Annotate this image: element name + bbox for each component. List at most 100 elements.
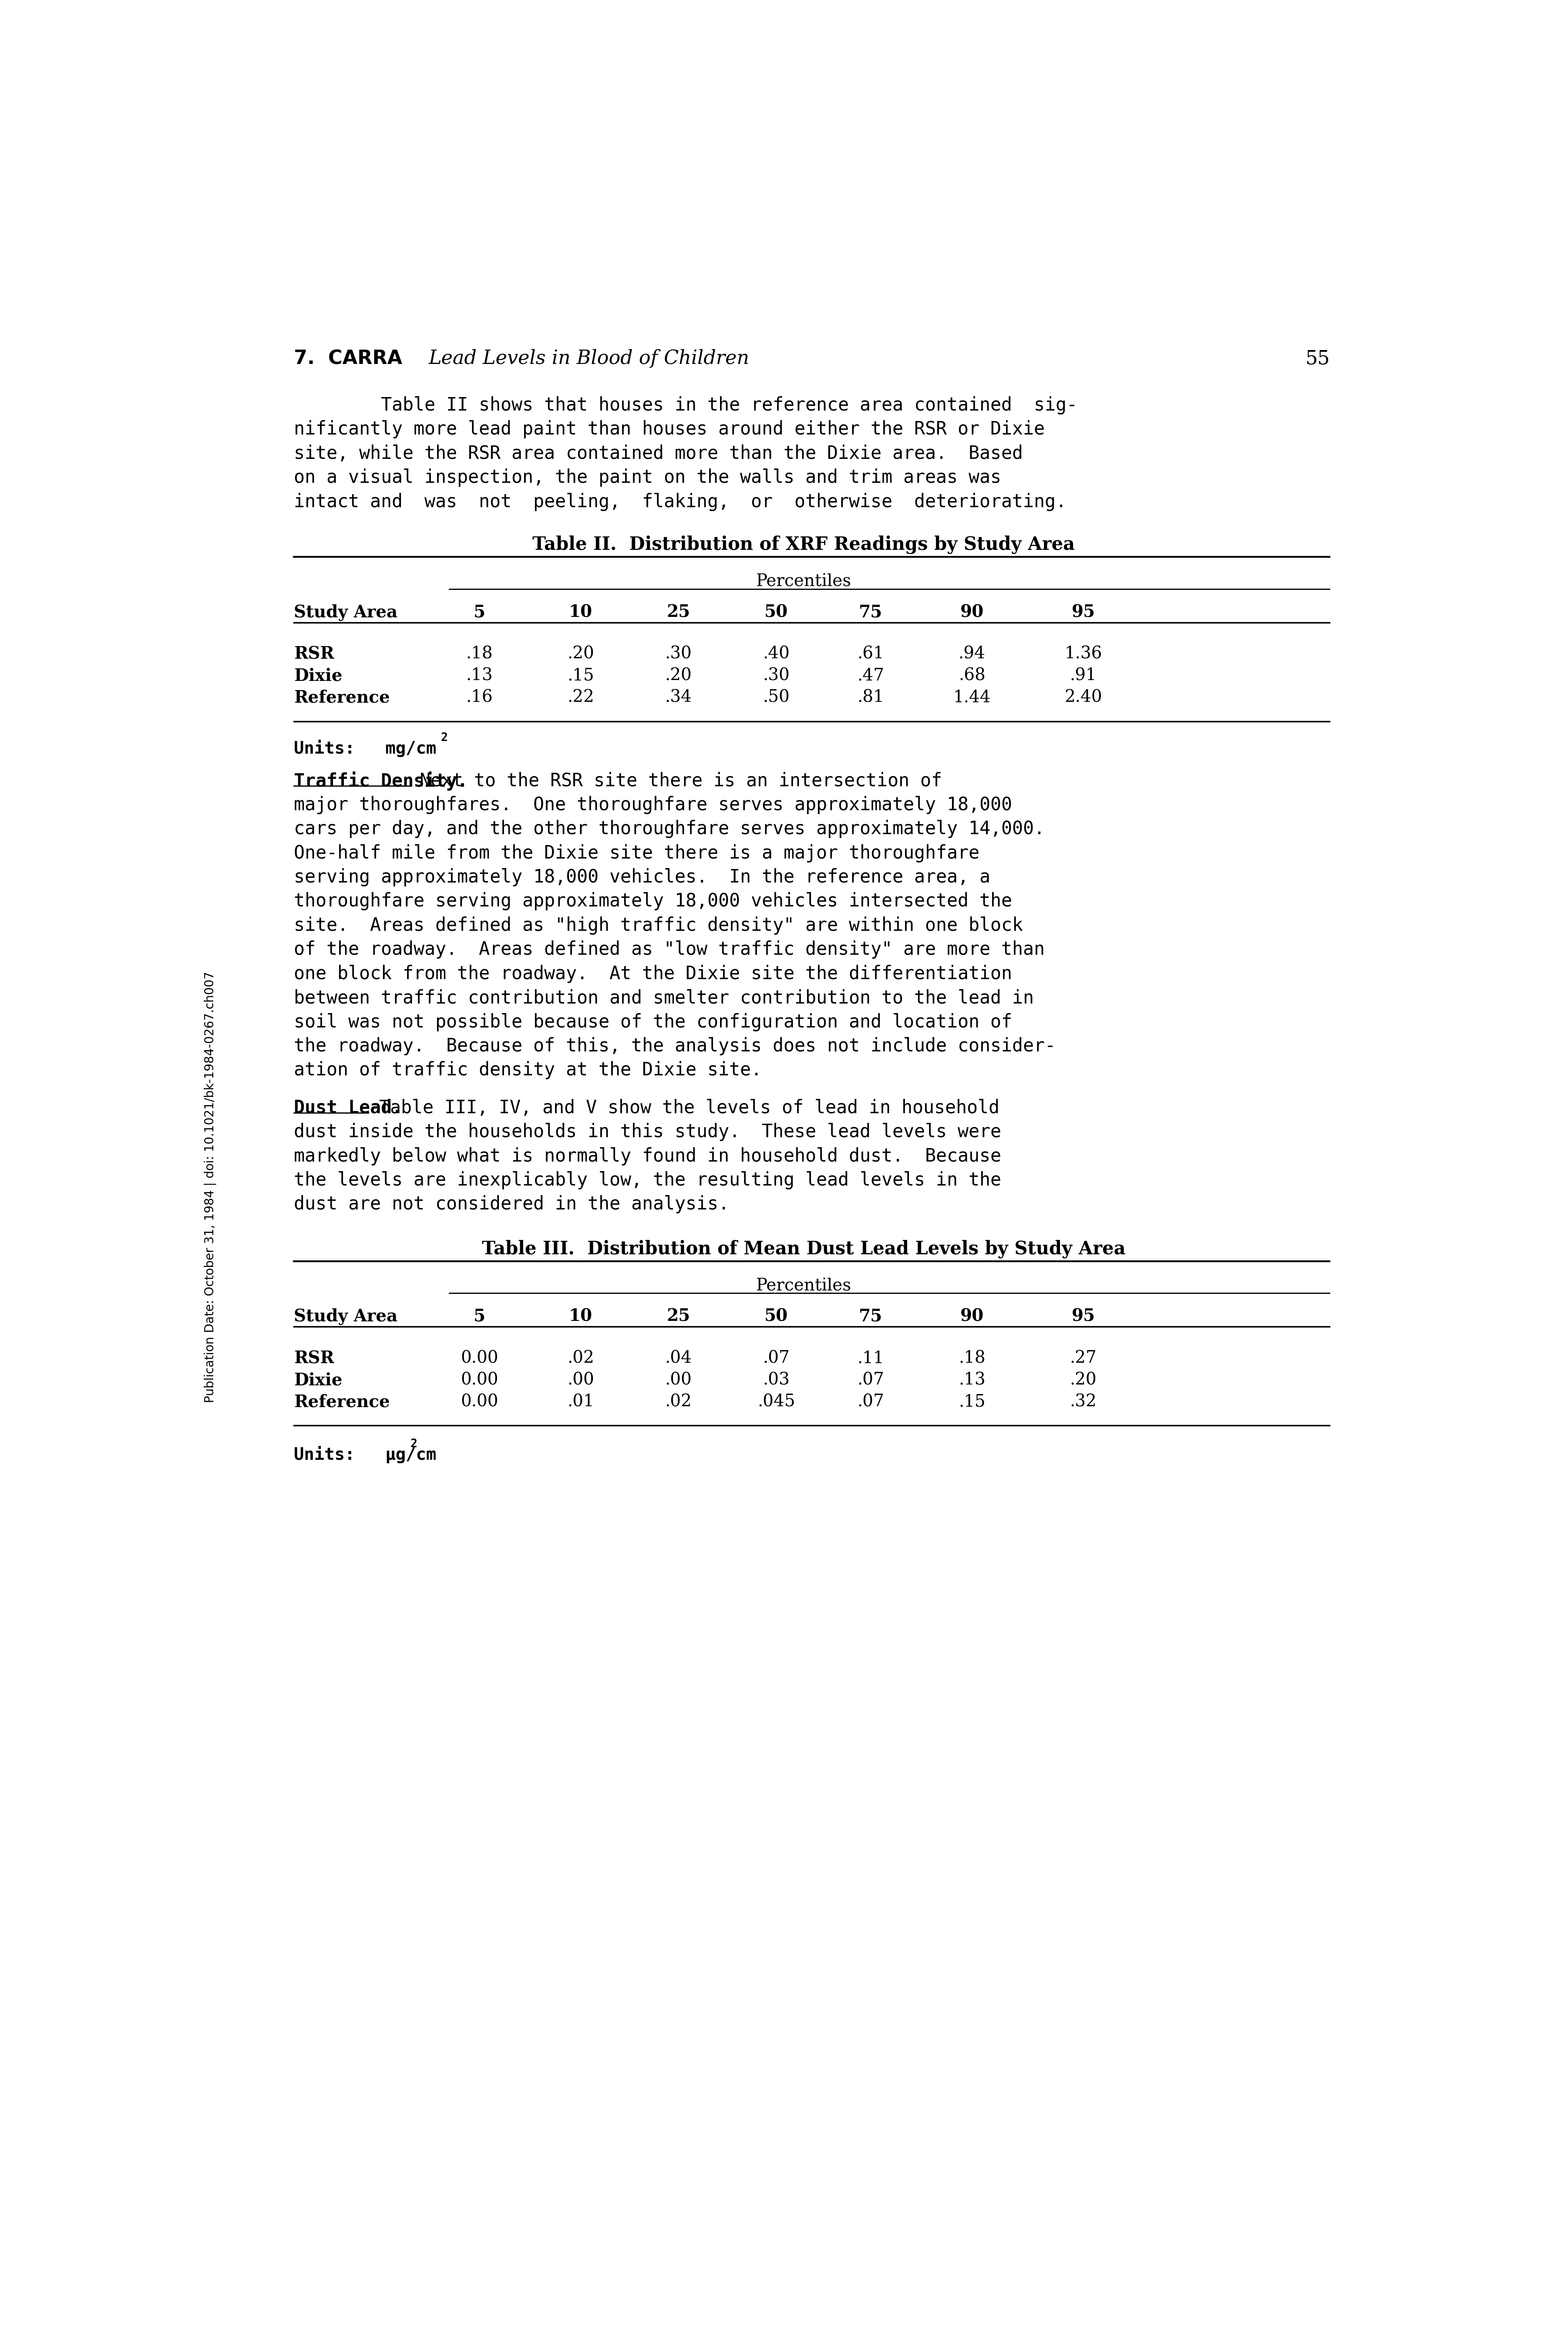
Text: .22: .22	[568, 689, 594, 705]
Text: Table II.  Distribution of XRF Readings by Study Area: Table II. Distribution of XRF Readings b…	[533, 536, 1074, 555]
Text: 10: 10	[569, 1307, 593, 1326]
Text: Units:   μg/cm: Units: μg/cm	[293, 1446, 436, 1462]
Text: intact and  was  not  peeling,  flaking,  or  otherwise  deteriorating.: intact and was not peeling, flaking, or …	[293, 494, 1066, 510]
Text: major thoroughfares.  One thoroughfare serves approximately 18,000: major thoroughfares. One thoroughfare se…	[293, 795, 1011, 813]
Text: .04: .04	[665, 1349, 691, 1366]
Text: Table III.  Distribution of Mean Dust Lead Levels by Study Area: Table III. Distribution of Mean Dust Lea…	[481, 1239, 1126, 1258]
Text: site.  Areas defined as "high traffic density" are within one block: site. Areas defined as "high traffic den…	[293, 917, 1022, 936]
Text: ation of traffic density at the Dixie site.: ation of traffic density at the Dixie si…	[293, 1060, 762, 1079]
Text: .00: .00	[665, 1373, 691, 1387]
Text: 95: 95	[1071, 604, 1094, 621]
Text: thoroughfare serving approximately 18,000 vehicles intersected the: thoroughfare serving approximately 18,00…	[293, 893, 1011, 910]
Text: Percentiles: Percentiles	[756, 1279, 851, 1293]
Text: .07: .07	[858, 1394, 884, 1411]
Text: Publication Date: October 31, 1984 | doi: 10.1021/bk-1984-0267.ch007: Publication Date: October 31, 1984 | doi…	[204, 971, 216, 1404]
Text: Dust Lead.: Dust Lead.	[293, 1098, 403, 1117]
Text: Dixie: Dixie	[293, 668, 342, 684]
Text: Traffic Density.: Traffic Density.	[293, 771, 467, 790]
Text: .20: .20	[1069, 1373, 1096, 1387]
Text: .50: .50	[764, 689, 790, 705]
Text: 5: 5	[474, 1307, 485, 1326]
Text: .00: .00	[568, 1373, 594, 1387]
Text: of the roadway.  Areas defined as "low traffic density" are more than: of the roadway. Areas defined as "low tr…	[293, 940, 1044, 959]
Text: 0.00: 0.00	[461, 1373, 499, 1387]
Text: 75: 75	[859, 604, 883, 621]
Text: .81: .81	[858, 689, 884, 705]
Text: soil was not possible because of the configuration and location of: soil was not possible because of the con…	[293, 1013, 1011, 1032]
Text: Table II shows that houses in the reference area contained  sig-: Table II shows that houses in the refere…	[293, 395, 1077, 414]
Text: .30: .30	[764, 668, 790, 684]
Text: 75: 75	[859, 1307, 883, 1326]
Text: Next to the RSR site there is an intersection of: Next to the RSR site there is an interse…	[409, 771, 942, 790]
Text: 90: 90	[960, 1307, 983, 1326]
Text: .20: .20	[568, 647, 594, 663]
Text: .18: .18	[958, 1349, 985, 1366]
Text: on a visual inspection, the paint on the walls and trim areas was: on a visual inspection, the paint on the…	[293, 468, 1002, 487]
Text: 2: 2	[411, 1439, 417, 1451]
Text: RSR: RSR	[293, 1349, 334, 1366]
Text: 10: 10	[569, 604, 593, 621]
Text: .045: .045	[757, 1394, 795, 1411]
Text: .07: .07	[764, 1349, 790, 1366]
Text: Table III, IV, and V show the levels of lead in household: Table III, IV, and V show the levels of …	[368, 1098, 999, 1117]
Text: Reference: Reference	[293, 1394, 390, 1411]
Text: Units:   mg/cm: Units: mg/cm	[293, 741, 436, 757]
Text: 5: 5	[474, 604, 485, 621]
Text: 2.40: 2.40	[1065, 689, 1102, 705]
Text: Dixie: Dixie	[293, 1373, 342, 1389]
Text: .15: .15	[568, 668, 594, 684]
Text: .61: .61	[858, 647, 884, 663]
Text: .34: .34	[665, 689, 691, 705]
Text: RSR: RSR	[293, 647, 334, 663]
Text: site, while the RSR area contained more than the Dixie area.  Based: site, while the RSR area contained more …	[293, 444, 1022, 463]
Text: the levels are inexplicably low, the resulting lead levels in the: the levels are inexplicably low, the res…	[293, 1171, 1002, 1190]
Text: between traffic contribution and smelter contribution to the lead in: between traffic contribution and smelter…	[293, 990, 1033, 1006]
Text: .47: .47	[858, 668, 884, 684]
Text: .16: .16	[466, 689, 492, 705]
Text: .01: .01	[568, 1394, 594, 1411]
Text: 0.00: 0.00	[461, 1394, 499, 1411]
Text: Study Area: Study Area	[293, 604, 398, 621]
Text: .94: .94	[958, 647, 985, 663]
Text: .30: .30	[665, 647, 691, 663]
Text: .20: .20	[665, 668, 691, 684]
Text: .13: .13	[958, 1373, 985, 1387]
Text: .32: .32	[1069, 1394, 1096, 1411]
Text: 2: 2	[441, 734, 447, 743]
Text: .91: .91	[1069, 668, 1096, 684]
Text: 90: 90	[960, 604, 983, 621]
Text: dust inside the households in this study.  These lead levels were: dust inside the households in this study…	[293, 1124, 1002, 1140]
Text: 25: 25	[666, 1307, 690, 1326]
Text: .68: .68	[958, 668, 985, 684]
Text: .11: .11	[858, 1349, 884, 1366]
Text: 95: 95	[1071, 1307, 1094, 1326]
Text: .13: .13	[466, 668, 492, 684]
Text: .03: .03	[764, 1373, 790, 1387]
Text: the roadway.  Because of this, the analysis does not include consider-: the roadway. Because of this, the analys…	[293, 1037, 1055, 1056]
Text: Percentiles: Percentiles	[756, 574, 851, 590]
Text: .18: .18	[466, 647, 492, 663]
Text: .27: .27	[1069, 1349, 1096, 1366]
Text: one block from the roadway.  At the Dixie site the differentiation: one block from the roadway. At the Dixie…	[293, 964, 1011, 983]
Text: .02: .02	[568, 1349, 594, 1366]
Text: .07: .07	[858, 1373, 884, 1387]
Text: markedly below what is normally found in household dust.  Because: markedly below what is normally found in…	[293, 1147, 1002, 1166]
Text: .15: .15	[958, 1394, 985, 1411]
Text: 50: 50	[765, 1307, 789, 1326]
Text: serving approximately 18,000 vehicles.  In the reference area, a: serving approximately 18,000 vehicles. I…	[293, 868, 991, 886]
Text: .02: .02	[665, 1394, 691, 1411]
Text: 50: 50	[765, 604, 789, 621]
Text: Study Area: Study Area	[293, 1307, 398, 1326]
Text: 1.44: 1.44	[953, 689, 991, 705]
Text: 25: 25	[666, 604, 690, 621]
Text: dust are not considered in the analysis.: dust are not considered in the analysis.	[293, 1194, 729, 1213]
Text: .40: .40	[762, 647, 790, 663]
Text: 7.  CARRA: 7. CARRA	[293, 350, 403, 367]
Text: nificantly more lead paint than houses around either the RSR or Dixie: nificantly more lead paint than houses a…	[293, 421, 1044, 440]
Text: 1.36: 1.36	[1065, 647, 1102, 663]
Text: One-half mile from the Dixie site there is a major thoroughfare: One-half mile from the Dixie site there …	[293, 844, 980, 863]
Text: cars per day, and the other thoroughfare serves approximately 14,000.: cars per day, and the other thoroughfare…	[293, 820, 1044, 837]
Text: 55: 55	[1305, 350, 1330, 369]
Text: Reference: Reference	[293, 689, 390, 705]
Text: Lead Levels in Blood of Children: Lead Levels in Blood of Children	[428, 350, 750, 369]
